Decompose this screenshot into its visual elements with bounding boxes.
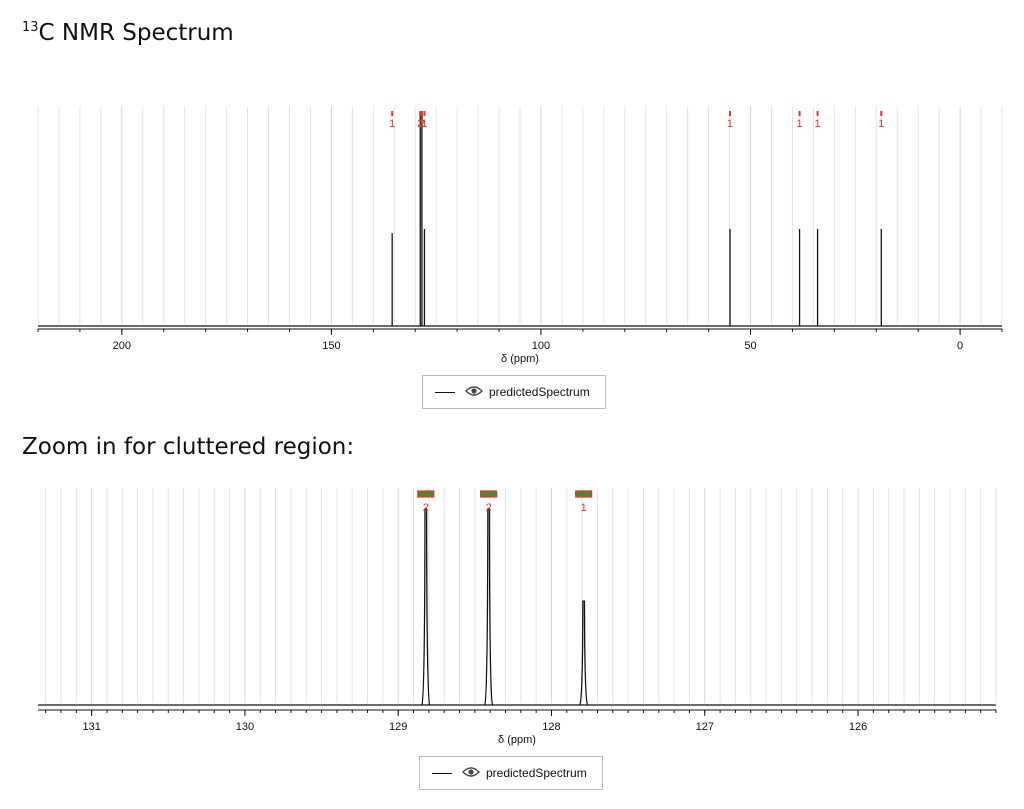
legend-line-swatch <box>435 391 455 393</box>
integration-label: 2 <box>419 118 425 130</box>
eye-icon[interactable] <box>465 385 483 400</box>
legend-label: predictedSpectrum <box>489 385 590 399</box>
x-axis-title: δ (ppm) <box>498 734 536 746</box>
eye-icon[interactable] <box>462 766 480 781</box>
integration-label: 1 <box>815 118 821 130</box>
x-tick-label: 129 <box>389 721 407 733</box>
legend-label: predictedSpectrum <box>486 766 587 780</box>
legend-full[interactable]: predictedSpectrum <box>422 375 606 409</box>
integration-label: 1 <box>421 118 427 130</box>
x-tick-label: 131 <box>82 721 100 733</box>
zoom-spectrum-chart[interactable]: 131 130 129 128 127 126 δ (ppm) 2 2 1 <box>0 476 1024 756</box>
zoom-heading: Zoom in for cluttered region: <box>22 434 355 460</box>
x-tick-label: 50 <box>744 340 756 352</box>
range-bar <box>417 490 435 498</box>
full-spectrum-chart[interactable]: 200 150 100 50 0δ (ppm)1 221 1 1 1 1 <box>0 90 1024 380</box>
x-tick-label: 128 <box>542 721 560 733</box>
spectrum-peak <box>421 508 431 706</box>
x-tick-label: 0 <box>957 340 963 352</box>
x-tick-label: 126 <box>849 721 867 733</box>
x-tick-label: 150 <box>322 340 340 352</box>
integration-label: 1 <box>878 118 884 130</box>
range-bar <box>480 490 498 498</box>
x-tick-label: 127 <box>696 721 714 733</box>
spectrum-peak <box>579 600 589 706</box>
integration-label: 1 <box>796 118 802 130</box>
x-tick-label: 100 <box>532 340 550 352</box>
x-tick-label: 130 <box>236 721 254 733</box>
isotope-superscript: 13 <box>22 20 39 35</box>
legend-line-swatch <box>432 772 452 774</box>
legend-zoom[interactable]: predictedSpectrum <box>419 756 603 790</box>
x-axis-title: δ (ppm) <box>501 353 539 365</box>
range-bar <box>575 490 593 498</box>
page-title-text: C NMR Spectrum <box>38 20 234 46</box>
x-tick-label: 200 <box>113 340 131 352</box>
spectrum-peak <box>484 508 494 706</box>
page-title: 13C NMR Spectrum <box>22 20 234 46</box>
integration-label: 2 <box>486 502 492 514</box>
integration-label: 2 <box>417 118 423 130</box>
integration-label: 2 <box>423 502 429 514</box>
integration-label: 1 <box>389 118 395 130</box>
integration-label: 1 <box>581 502 587 514</box>
integration-label: 1 <box>727 118 733 130</box>
